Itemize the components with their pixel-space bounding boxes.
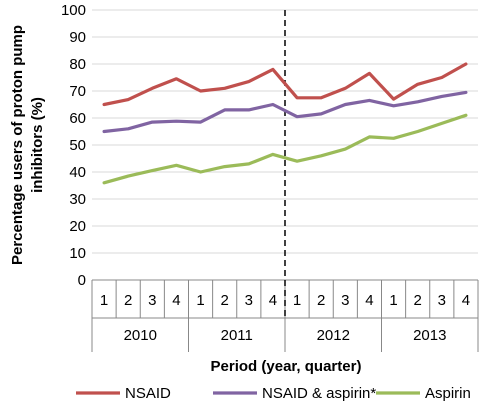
series-line (102, 113, 468, 185)
series-lines (102, 10, 468, 318)
x-tick-label-quarter: 4 (269, 292, 277, 309)
y-tick-label: 90 (69, 29, 86, 46)
x-tick-label-quarter: 2 (414, 292, 422, 309)
y-tick-label: 100 (61, 2, 86, 19)
x-tick-label-year: 2010 (124, 327, 157, 344)
legend: NSAID NSAID & aspirin* Aspirin (76, 385, 471, 402)
y-tick-label: 40 (69, 164, 86, 181)
y-axis-label-line: Percentage users of proton pump (9, 25, 26, 265)
y-tick-label: 30 (69, 191, 86, 208)
x-tick-label-quarter: 4 (172, 292, 180, 309)
x-tick-label-quarter: 3 (341, 292, 349, 309)
y-tick-label: 0 (78, 272, 86, 289)
x-tick-label-quarter: 3 (438, 292, 446, 309)
y-axis-label-line: inhibitors (%) (29, 97, 46, 193)
x-tick-label-quarter: 1 (100, 292, 108, 309)
x-tick-label-quarter: 2 (221, 292, 229, 309)
x-tick-label-quarter: 1 (389, 292, 397, 309)
x-tick-label-quarter: 2 (124, 292, 132, 309)
y-tick-label: 50 (69, 137, 86, 154)
x-axis-label: Period (year, quarter) (211, 358, 362, 375)
x-tick-label-quarter: 3 (148, 292, 156, 309)
x-tick-label-quarter: 1 (196, 292, 204, 309)
y-axis-ticks: 0 10 20 30 40 50 60 70 80 90 100 (61, 2, 86, 289)
series-line (102, 90, 468, 134)
y-tick-label: 10 (69, 245, 86, 262)
y-tick-label: 60 (69, 110, 86, 127)
y-axis-label: Percentage users of proton pump inhibitor… (9, 25, 46, 265)
legend-label: NSAID & aspirin* (262, 385, 376, 402)
series-line (102, 62, 468, 107)
legend-label: Aspirin (425, 385, 471, 402)
x-tick-label-quarter: 3 (245, 292, 253, 309)
legend-label: NSAID (125, 385, 171, 402)
y-tick-label: 70 (69, 83, 86, 100)
x-tick-label-quarter: 2 (317, 292, 325, 309)
x-tick-label-year: 2011 (221, 327, 253, 344)
x-tick-label-quarter: 4 (462, 292, 470, 309)
y-tick-label: 20 (69, 218, 86, 235)
y-tick-label: 80 (69, 56, 86, 73)
x-tick-label-year: 2013 (413, 327, 446, 344)
x-tick-label-quarter: 1 (293, 292, 301, 309)
x-tick-label-year: 2012 (317, 327, 350, 344)
x-tick-label-quarter: 4 (365, 292, 373, 309)
